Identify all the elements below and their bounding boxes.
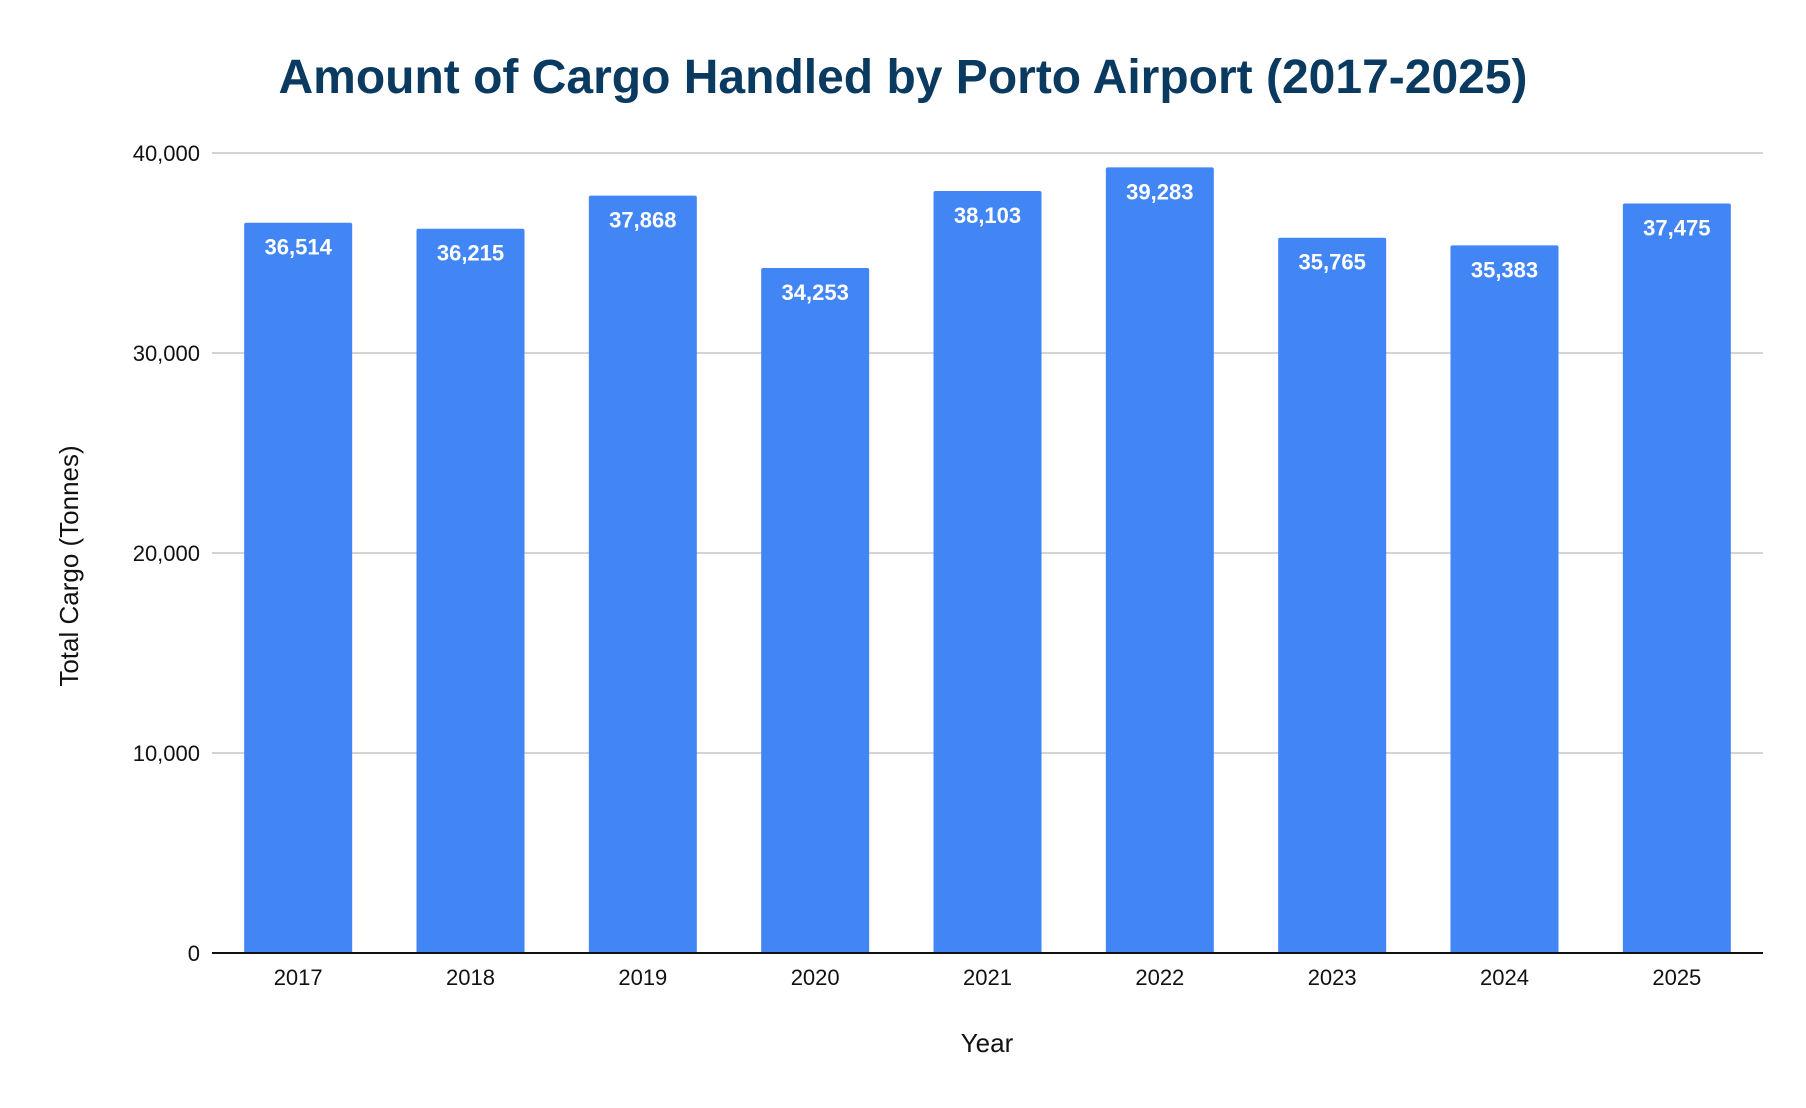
bar-value-label: 34,253 [782,280,849,305]
bar-value-label: 36,215 [437,241,504,266]
bar [761,267,870,953]
x-axis-ticks: 2017 2018 2019 2020 2021 2022 2023 2024 2025 [274,965,1702,990]
x-tick-label: 2024 [1480,965,1529,990]
bar [1105,167,1214,954]
bar [244,222,353,954]
bar [933,190,1042,953]
bar-value-label: 37,475 [1643,216,1710,241]
y-tick-label: 0 [188,941,200,966]
bar [1278,237,1387,953]
y-axis-ticks: 0 10,000 20,000 30,000 40,000 [133,141,200,966]
bar [588,195,697,953]
y-tick-label: 10,000 [133,741,200,766]
y-axis-label: Total Cargo (Tonnes) [54,445,84,686]
bar-value-label: 38,103 [954,203,1021,228]
y-tick-label: 30,000 [133,341,200,366]
x-tick-label: 2023 [1308,965,1357,990]
x-tick-label: 2021 [963,965,1012,990]
bar-value-label: 35,383 [1471,257,1538,282]
bar-value-label: 39,283 [1126,179,1193,204]
y-tick-label: 20,000 [133,541,200,566]
bar-value-label: 37,868 [609,208,676,233]
bar [1622,203,1731,953]
x-tick-label: 2020 [791,965,840,990]
bar [416,228,525,953]
x-tick-label: 2025 [1652,965,1701,990]
bars: 36,514 36,215 37,868 34,253 38,103 39,283 35,7… [244,167,1731,954]
x-tick-label: 2019 [618,965,667,990]
chart-title: Amount of Cargo Handled by Porto Airport… [278,51,1527,104]
bar [1450,245,1559,954]
bar-value-label: 36,514 [265,235,333,260]
y-tick-label: 40,000 [133,141,200,166]
x-tick-label: 2022 [1135,965,1184,990]
bar-value-label: 35,765 [1299,250,1366,275]
x-tick-label: 2018 [446,965,495,990]
x-tick-label: 2017 [274,965,323,990]
x-axis-label: Year [961,1028,1014,1058]
